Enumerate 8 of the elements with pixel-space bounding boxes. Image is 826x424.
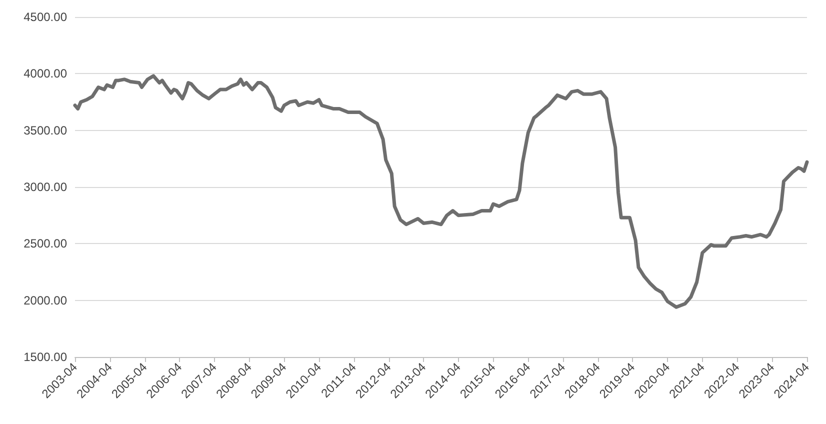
y-tick-label: 2500.00 xyxy=(24,236,68,251)
y-tick-label: 4500.00 xyxy=(24,10,68,24)
y-tick-label: 3000.00 xyxy=(24,180,68,194)
y-tick-label: 4000.00 xyxy=(24,66,68,81)
y-tick-label: 1500.00 xyxy=(24,350,68,364)
line-series xyxy=(73,74,809,309)
y-tick-label: 2000.00 xyxy=(24,293,68,308)
y-tick-label: 3500.00 xyxy=(24,123,68,138)
